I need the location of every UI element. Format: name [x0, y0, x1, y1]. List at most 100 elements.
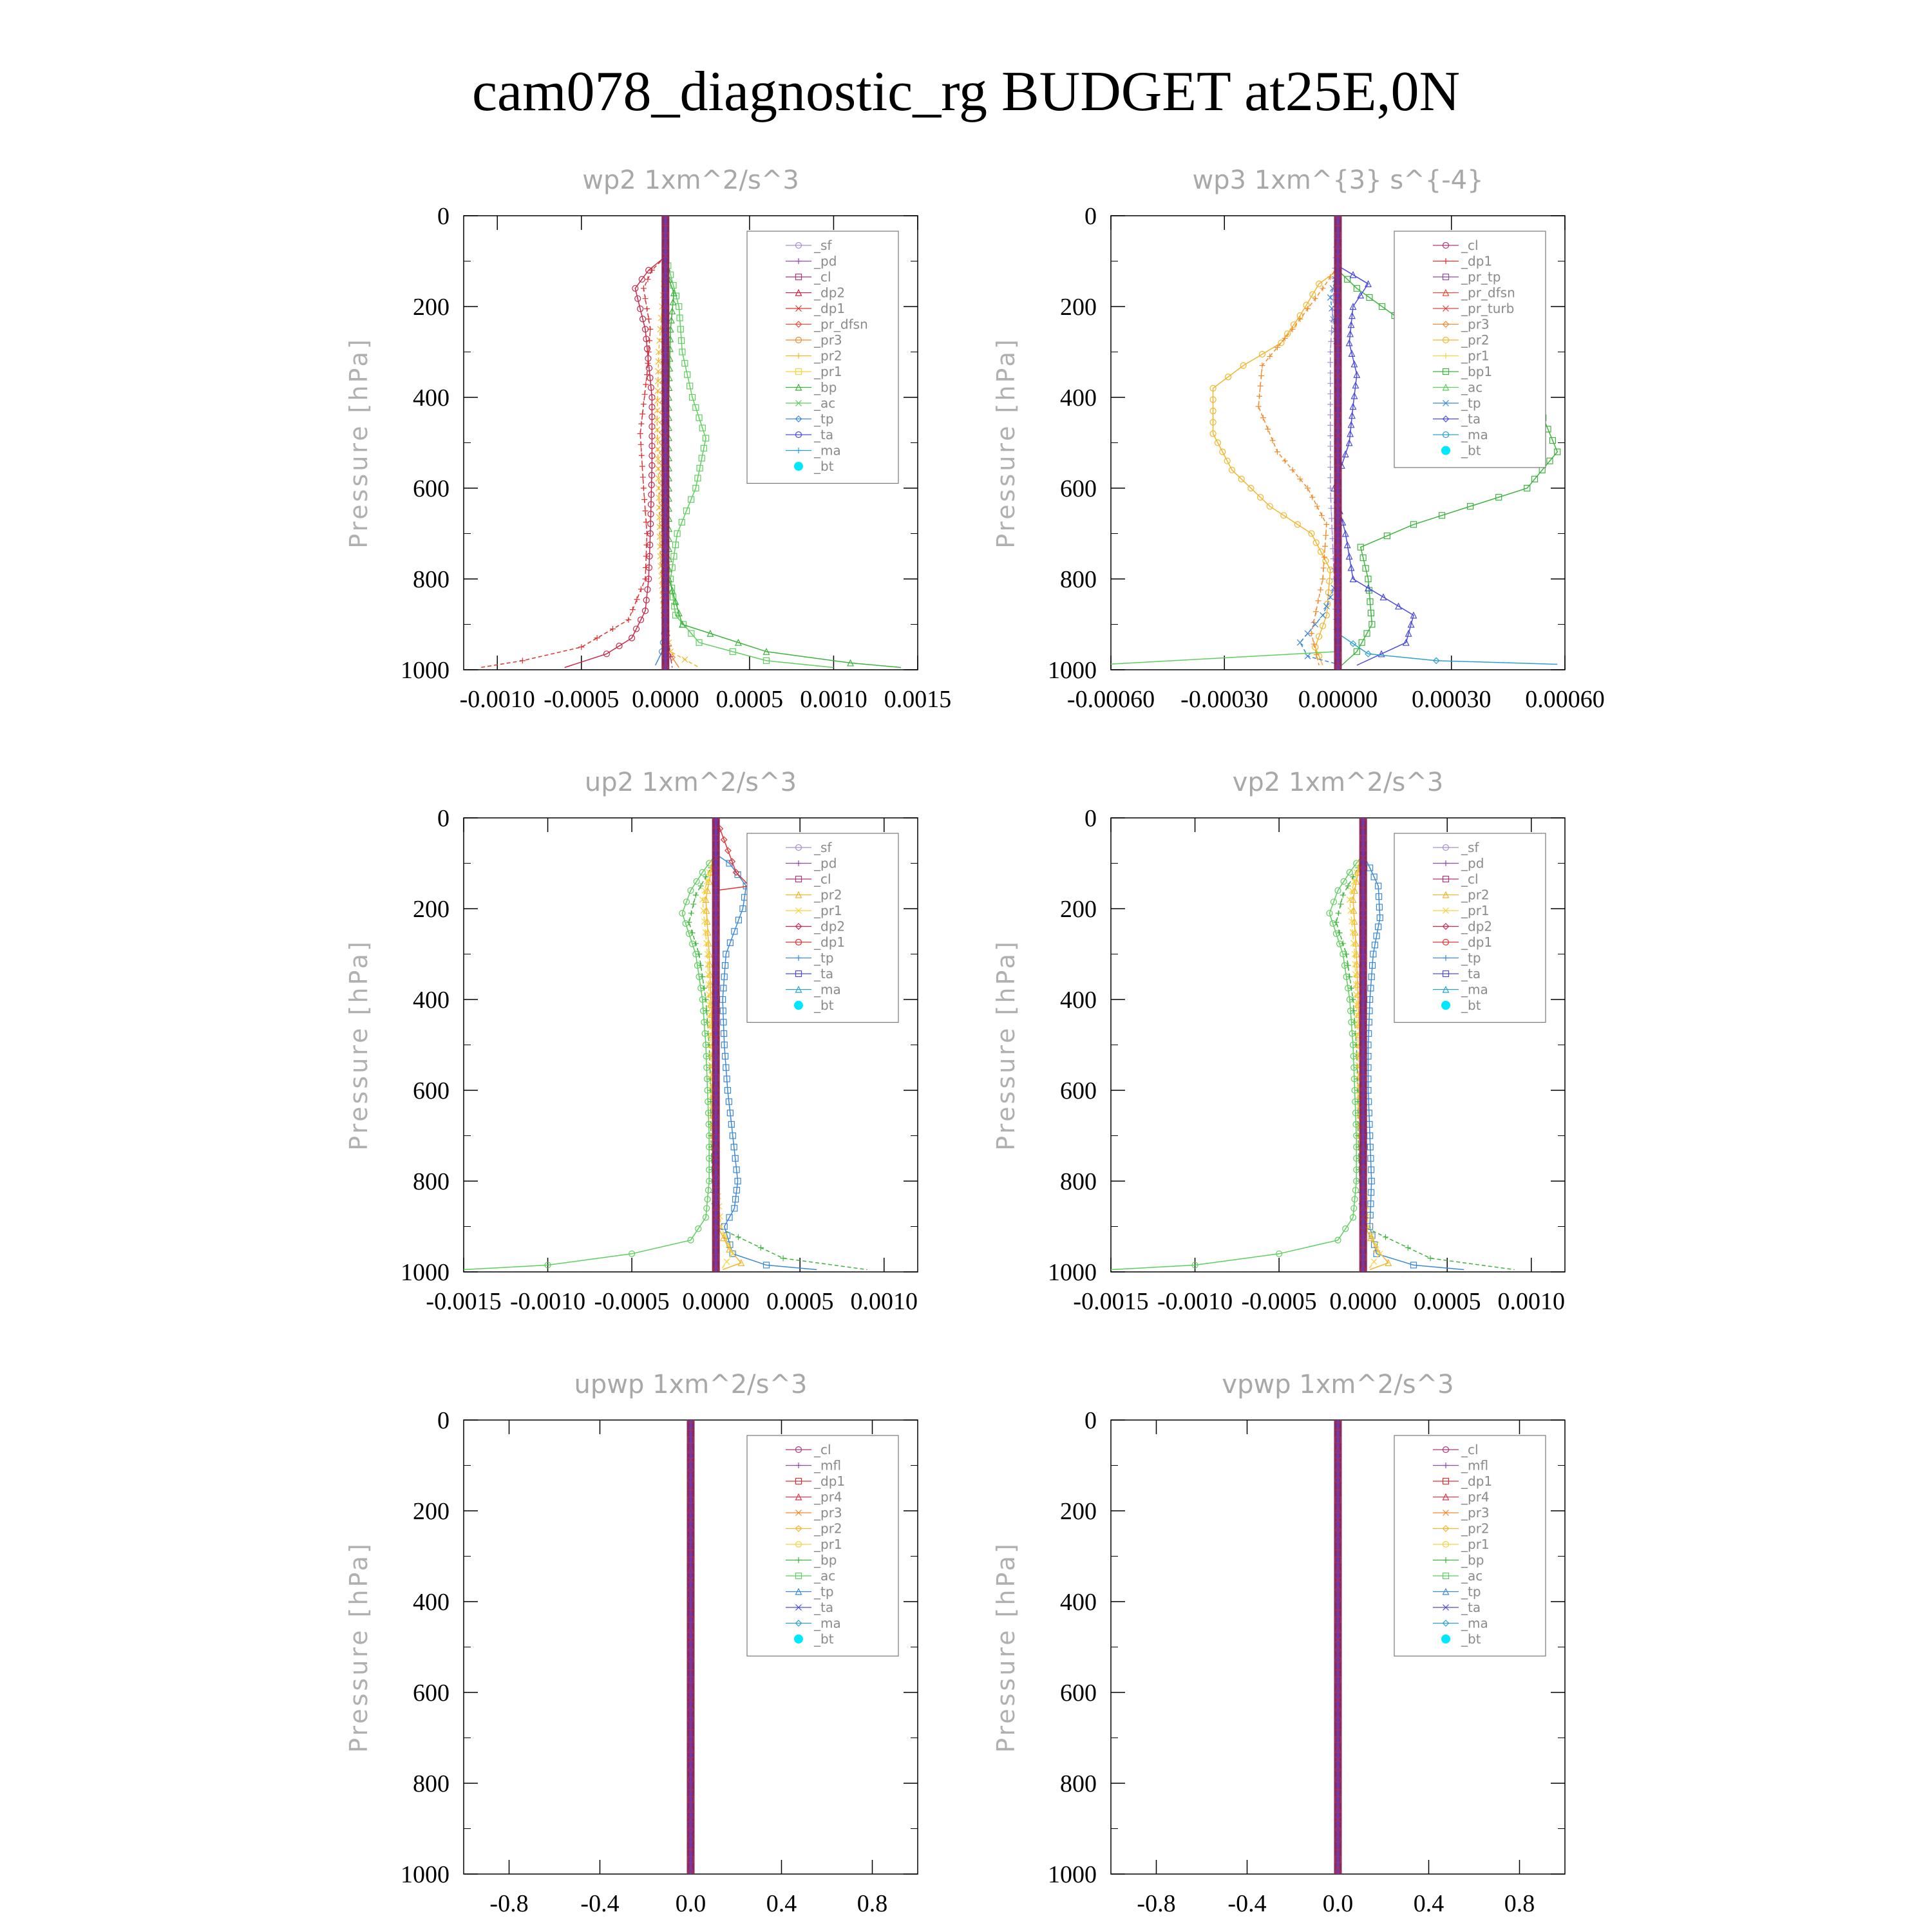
- legend-label: _dp1: [813, 301, 845, 316]
- panel-title: vpwp 1xm^2/s^3: [1222, 1370, 1454, 1399]
- x-tick-label: 0.0005: [1414, 1288, 1481, 1315]
- legend-entry-dp1: _dp1: [1433, 1473, 1492, 1489]
- x-tick-label: -0.8: [1137, 1890, 1175, 1917]
- series-bt: [1334, 1420, 1342, 1874]
- data-area: [1111, 216, 1561, 670]
- figure-title: cam078_diagnostic_rg BUDGET at25E,0N: [471, 61, 1461, 123]
- legend-entry-pd: _pd: [786, 856, 837, 871]
- legend-entry-bt: _bt: [1441, 998, 1481, 1013]
- legend-label: _mfl: [1461, 1458, 1488, 1473]
- legend-label: _tp: [1461, 951, 1481, 966]
- legend-label: _pd: [813, 254, 837, 269]
- legend-entry-cl: _cl: [1433, 871, 1479, 887]
- legend-entry-pr1: _pr1: [1433, 903, 1490, 918]
- legend-entry-bt: _bt: [794, 459, 834, 474]
- series-bt: [1334, 216, 1342, 670]
- x-tick-label: -0.00030: [1180, 686, 1268, 713]
- legend-entry-pr4: _pr4: [1433, 1490, 1490, 1505]
- legend-entry-pr1: _pr1: [786, 903, 842, 918]
- legend-entry-pr2: _pr2: [786, 1521, 842, 1537]
- legend-entry-ma: _ma: [786, 982, 841, 998]
- legend-entry-pr3: _pr3: [1433, 317, 1490, 332]
- legend-label: _pr4: [1461, 1490, 1490, 1505]
- legend-label: _pr1: [813, 903, 842, 918]
- data-area: [687, 1420, 695, 1874]
- y-tick-label: 1000: [1048, 657, 1097, 684]
- x-tick-label: -0.00060: [1067, 686, 1155, 713]
- legend-label: _pr2: [1461, 1521, 1490, 1537]
- legend-entry-pd: _pd: [786, 254, 837, 269]
- legend-entry-tp: _tp: [1433, 1584, 1481, 1600]
- legend-label: _tp: [1461, 395, 1481, 411]
- legend-entry-pr2: _pr2: [786, 348, 842, 364]
- legend-entry-dp1: _dp1: [786, 1473, 845, 1489]
- legend-label: _bp: [813, 1553, 837, 1568]
- legend-entry-pr_turb: _pr_turb: [1433, 301, 1514, 316]
- legend-entry-pr1: _pr1: [786, 1537, 842, 1552]
- legend-entry-ac: _ac: [786, 395, 835, 411]
- x-tick-label: 0.8: [1504, 1890, 1535, 1917]
- legend: _sf_pd_cl_pr2_pr1_dp2_dp1_tp_ta_ma_bt: [1394, 833, 1546, 1023]
- legend-box: [746, 1435, 899, 1657]
- legend-label: _pd: [1461, 856, 1484, 871]
- series-bt: [661, 216, 670, 670]
- x-tick-label: -0.0015: [426, 1288, 501, 1315]
- x-tick-label: 0.0015: [884, 686, 952, 713]
- legend-entry-dp2: _dp2: [1433, 919, 1492, 934]
- legend-label: _ma: [813, 443, 841, 459]
- legend-label: _tp: [813, 1584, 834, 1600]
- legend-label: _sf: [813, 238, 832, 253]
- legend-label: _bt: [1461, 443, 1481, 459]
- legend-entry-bt: _bt: [794, 998, 834, 1013]
- legend-entry-dp2: _dp2: [786, 285, 845, 301]
- series-pr2: [1209, 267, 1341, 666]
- y-axis-label: Pressure [hPa]: [992, 939, 1020, 1151]
- y-tick-label: 600: [1060, 475, 1097, 502]
- legend-label: _pr1: [813, 1537, 842, 1552]
- x-tick-label: -0.0010: [510, 1288, 585, 1315]
- data-area: [1111, 818, 1515, 1272]
- x-tick-label: -0.0005: [1242, 1288, 1317, 1315]
- y-tick-label: 400: [413, 384, 450, 412]
- series-bt: [1359, 818, 1367, 1272]
- x-tick-label: 0.0010: [851, 1288, 918, 1315]
- y-tick-label: 400: [1060, 1589, 1097, 1616]
- legend-label: _ta: [813, 427, 833, 442]
- y-axis-label: Pressure [hPa]: [992, 337, 1020, 549]
- legend: _cl_dp1_pr_tp_pr_dfsn_pr_turb_pr3_pr2_pr…: [1394, 231, 1546, 468]
- y-tick-label: 0: [437, 1407, 450, 1434]
- y-tick-label: 600: [413, 1680, 450, 1707]
- series-ac: [1111, 216, 1341, 665]
- legend-label: _cl: [1461, 1442, 1479, 1457]
- legend-entry-ta: _ta: [1433, 1600, 1481, 1615]
- panel-title: vp2 1xm^2/s^3: [1233, 768, 1444, 797]
- legend-label: _ta: [813, 966, 833, 981]
- x-tick-label: 0.00000: [1298, 686, 1378, 713]
- legend-label: _bt: [1461, 1631, 1481, 1647]
- y-tick-label: 0: [1084, 203, 1097, 230]
- legend-entry-pr_dfsn: _pr_dfsn: [1433, 285, 1515, 301]
- legend-label: _pr1: [1461, 348, 1490, 364]
- legend-entry-pr_tp: _pr_tp: [1433, 269, 1501, 285]
- legend-entry-tp: _tp: [1433, 951, 1481, 966]
- legend-label: _sf: [1461, 840, 1479, 855]
- legend-entry-ac: _ac: [1433, 1568, 1482, 1584]
- legend-label: _ta: [1461, 1600, 1481, 1615]
- y-tick-label: 400: [1060, 384, 1097, 412]
- legend-label: _pr1: [1461, 1537, 1490, 1552]
- legend-entry-pr3: _pr3: [1433, 1505, 1490, 1520]
- y-tick-label: 400: [413, 1589, 450, 1616]
- legend-label: _cl: [813, 1442, 831, 1457]
- legend-box: [1394, 1435, 1546, 1657]
- x-tick-label: 0.0000: [632, 686, 699, 713]
- x-tick-label: -0.0010: [1157, 1288, 1233, 1315]
- legend-label: _bt: [1461, 998, 1481, 1013]
- x-tick-label: 0.0005: [716, 686, 784, 713]
- legend-label: _pr2: [813, 1521, 842, 1537]
- y-tick-label: 800: [413, 1168, 450, 1195]
- x-tick-label: 0.0: [1323, 1890, 1354, 1917]
- legend-label: _ac: [1461, 380, 1482, 395]
- legend-entry-bp1: _bp1: [1433, 364, 1492, 379]
- x-tick-label: 0.0000: [682, 1288, 750, 1315]
